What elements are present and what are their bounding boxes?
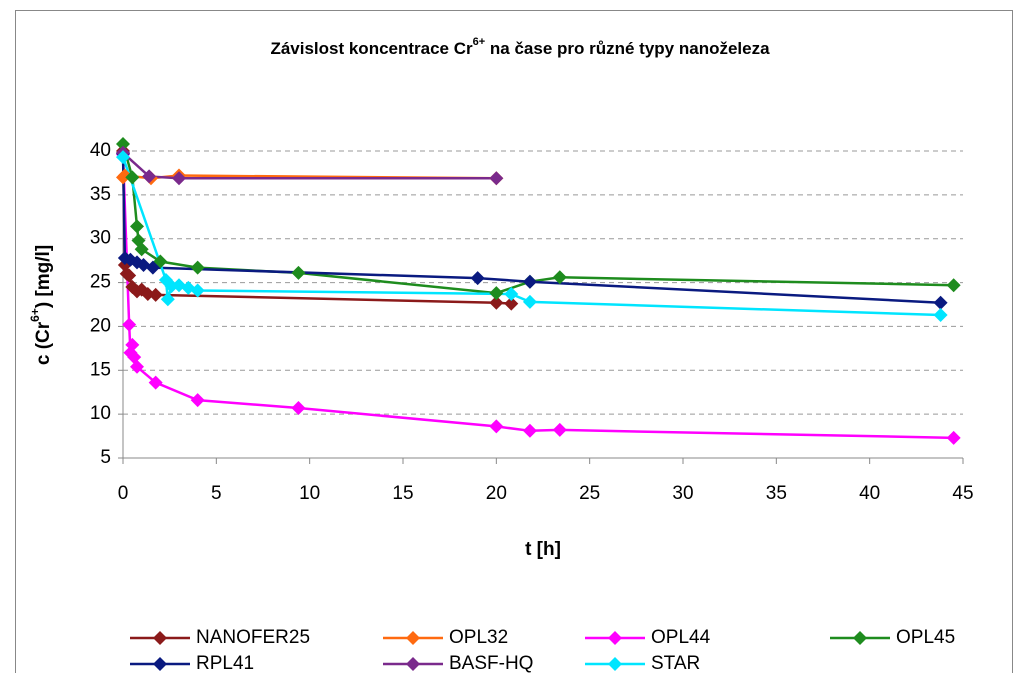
point xyxy=(116,136,130,151)
x-tick-label: 5 xyxy=(211,483,222,504)
series-line xyxy=(122,151,497,180)
point xyxy=(291,265,306,280)
point xyxy=(148,375,163,390)
point xyxy=(130,359,144,374)
point xyxy=(291,401,306,416)
x-tick-label: 40 xyxy=(859,483,880,504)
point xyxy=(122,268,137,283)
point xyxy=(470,271,485,286)
point xyxy=(946,430,961,445)
point xyxy=(134,242,149,257)
point xyxy=(489,171,504,186)
point xyxy=(142,169,157,184)
legend-label: OPL32 xyxy=(449,627,508,648)
legend-label: OPL45 xyxy=(896,627,955,648)
y-tick-label: 5 xyxy=(100,447,111,468)
point xyxy=(489,286,504,301)
y-title-sup: 6+ xyxy=(28,308,42,322)
legend-marker xyxy=(153,631,167,645)
y-tick-label: 25 xyxy=(90,272,111,293)
legend-label: BASF-HQ xyxy=(449,653,533,673)
legend-marker xyxy=(608,631,622,645)
x-axis-title: t [h] xyxy=(525,539,561,560)
point xyxy=(489,295,504,310)
point xyxy=(522,274,537,289)
y-title-part: c (Cr xyxy=(33,321,54,365)
x-tick-label: 35 xyxy=(766,483,787,504)
point xyxy=(125,170,140,185)
x-tick-label: 45 xyxy=(952,483,973,504)
point xyxy=(946,278,961,293)
point xyxy=(122,317,137,332)
title-part: Závislost koncentrace Cr xyxy=(270,39,473,58)
chart-border xyxy=(15,10,1013,673)
y-tick-label: 15 xyxy=(90,359,111,380)
legend-marker xyxy=(406,631,420,645)
y-tick-label: 20 xyxy=(90,315,111,336)
x-tick-label: 25 xyxy=(579,483,600,504)
title-part: na čase pro různé typy nanoželeza xyxy=(485,39,770,58)
x-tick-label: 10 xyxy=(299,483,320,504)
x-tick-label: 0 xyxy=(118,483,129,504)
point xyxy=(148,287,163,302)
point xyxy=(130,219,144,234)
point xyxy=(933,308,948,323)
point xyxy=(504,286,519,301)
legend-marker xyxy=(608,657,622,671)
y-title-part: ) [mg/l] xyxy=(33,245,54,308)
legend-label: RPL41 xyxy=(196,653,254,673)
y-axis-title: c (Cr6+) [mg/l] xyxy=(28,245,54,365)
y-tick-label: 30 xyxy=(90,228,111,249)
legend-label: STAR xyxy=(651,653,700,673)
chart-title: Závislost koncentrace Cr6+ na čase pro r… xyxy=(270,36,770,59)
point xyxy=(190,393,205,408)
legend-label: OPL44 xyxy=(651,627,711,648)
point xyxy=(933,295,948,310)
y-tick-label: 35 xyxy=(90,184,111,205)
title-sup: 6+ xyxy=(473,36,486,48)
legend-marker xyxy=(406,657,420,671)
point xyxy=(160,292,175,307)
y-tick-label: 10 xyxy=(90,403,111,424)
x-tick-label: 15 xyxy=(392,483,413,504)
legend-marker xyxy=(153,657,167,671)
point xyxy=(116,150,130,165)
y-tick-label: 40 xyxy=(90,140,111,161)
legend-marker xyxy=(853,631,867,645)
legend-label: NANOFER25 xyxy=(196,627,310,648)
point xyxy=(552,270,567,285)
point xyxy=(552,422,567,437)
point xyxy=(504,296,519,311)
x-tick-label: 20 xyxy=(486,483,507,504)
point xyxy=(522,294,537,309)
x-tick-label: 30 xyxy=(672,483,693,504)
point xyxy=(145,260,160,275)
point xyxy=(190,260,205,275)
point xyxy=(489,419,504,434)
point xyxy=(522,423,537,438)
point xyxy=(190,283,205,298)
point xyxy=(125,337,140,352)
point xyxy=(172,171,186,186)
